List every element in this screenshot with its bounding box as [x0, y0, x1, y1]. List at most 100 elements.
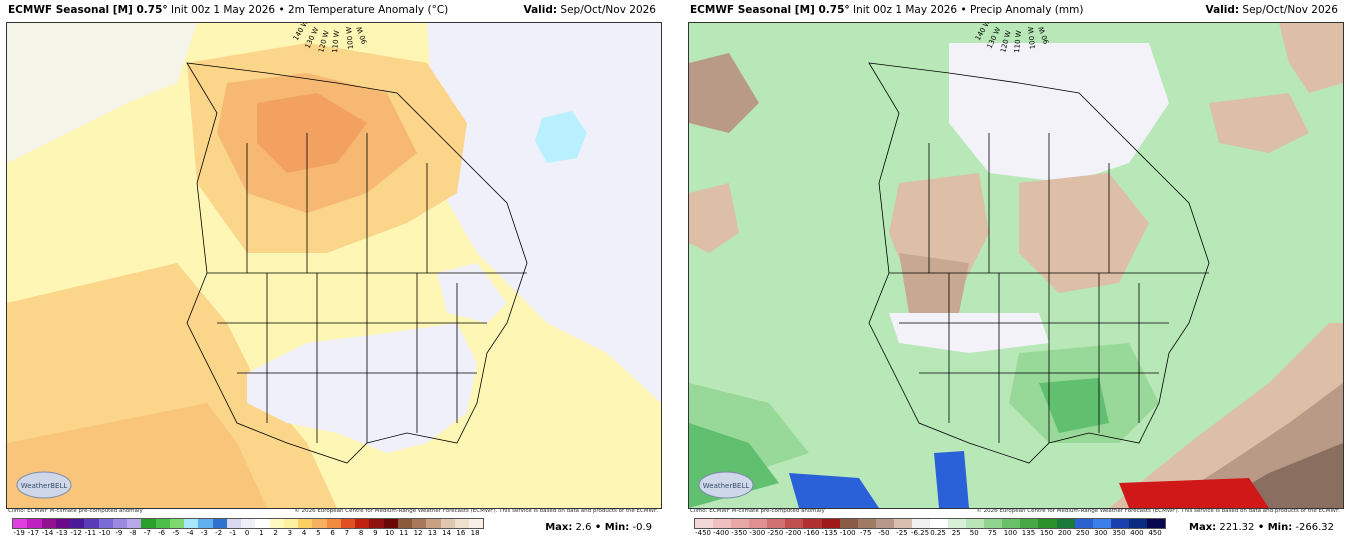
scale-tick-label: 16: [456, 529, 466, 537]
logo-text: WeatherBELL: [21, 482, 68, 490]
valid-period: Valid: Sep/Oct/Nov 2026: [523, 4, 656, 16]
scale-swatch: [169, 519, 184, 528]
scale-tick-label: 250: [1076, 529, 1090, 537]
scale-tick-label: -250: [767, 529, 784, 537]
map-footer: Climo: ECMWF M-climate pre-computed anom…: [688, 507, 1342, 517]
scale-swatch: [1038, 519, 1057, 528]
scale-swatch: [839, 519, 858, 528]
max-min-readout: Max: 2.6 • Min: -0.9: [545, 522, 652, 533]
scale-swatch: [412, 519, 427, 528]
scale-tick-label: 400: [1130, 529, 1144, 537]
scale-swatch: [1146, 519, 1166, 528]
scale-tick-label: 1: [259, 529, 264, 537]
scale-swatch: [241, 519, 256, 528]
scale-tick-label: 5: [316, 529, 321, 537]
scale-tick-label: -1: [229, 529, 237, 537]
scale-tick-label: 12: [413, 529, 423, 537]
map-footer: Climo: ECMWF M-climate pre-computed anom…: [6, 507, 660, 517]
scale-swatch: [383, 519, 398, 528]
scale-swatch: [255, 519, 270, 528]
scale-swatch: [283, 519, 298, 528]
temperature-color-scale: [12, 518, 484, 529]
scale-tick-label: -7: [143, 529, 151, 537]
panel-header: ECMWF Seasonal [M] 0.75° Init 00z 1 May …: [8, 4, 656, 24]
scale-tick-label: 2: [273, 529, 278, 537]
temperature-scale-ticks: -19 -17 -14 -13 -12 -11 -10 -9 -8 -7 -6 -5 -4 -3 -2 -1 0…: [12, 529, 482, 541]
scale-swatch: [355, 519, 370, 528]
scale-swatch: [966, 519, 985, 528]
scale-tick-label: -10: [98, 529, 111, 537]
scale-tick-label: -5: [172, 529, 180, 537]
scale-tick-label: 75: [987, 529, 997, 537]
scale-tick-label: -25: [896, 529, 908, 537]
scale-tick-label: -14: [41, 529, 54, 537]
scale-swatch: [875, 519, 894, 528]
scale-tick-label: -6.25: [910, 529, 930, 537]
max-min-readout: Max: 221.32 • Min: -266.32: [1189, 522, 1334, 533]
min-value: -266.32: [1292, 522, 1334, 533]
scale-tick-label: -11: [84, 529, 97, 537]
longitude-label: 110 W: [1013, 30, 1023, 53]
scale-tick-label: 4: [301, 529, 307, 537]
climo-note: Climo: ECMWF M-climate pre-computed anom…: [8, 508, 143, 514]
logo-text: WeatherBELL: [703, 482, 750, 490]
scale-swatch: [911, 519, 931, 528]
scale-tick-label: 3: [287, 529, 293, 537]
scale-swatch: [930, 519, 949, 528]
scale-tick-label: 350: [1112, 529, 1126, 537]
precip-anomaly-panel: ECMWF Seasonal [M] 0.75° Init 00z 1 May …: [682, 0, 1346, 548]
scale-swatch: [269, 519, 284, 528]
scale-swatch: [893, 519, 912, 528]
scale-tick-label: 13: [427, 529, 437, 537]
scale-tick-label: -3: [200, 529, 208, 537]
scale-swatch: [767, 519, 786, 528]
map-title: Init 00z 1 May 2026 • 2m Temperature Ano…: [167, 4, 449, 16]
precip-anomaly-map: 140 W 130 W 120 W 110 W 100 W 90 W Weath…: [688, 22, 1344, 509]
scale-swatch: [27, 519, 42, 528]
scale-swatch: [13, 519, 28, 528]
scale-tick-label: 14: [442, 529, 452, 537]
longitude-label: 110 W: [331, 30, 341, 53]
scale-tick-label: 135: [1021, 529, 1036, 537]
scale-tick-label: -300: [749, 529, 766, 537]
scale-swatch: [184, 519, 199, 528]
scale-swatch: [298, 519, 313, 528]
scale-tick-label: -2: [215, 529, 223, 537]
scale-tick-label: 0.25: [930, 529, 946, 537]
scale-swatch: [1020, 519, 1039, 528]
scale-swatch: [55, 519, 70, 528]
max-value: 221.32: [1216, 522, 1255, 533]
weatherbell-logo: WeatherBELL: [697, 470, 755, 500]
scale-swatch: [155, 519, 170, 528]
scale-tick-label: -200: [785, 529, 802, 537]
scale-swatch: [1110, 519, 1129, 528]
longitude-label: 100 W: [1027, 26, 1037, 49]
scale-swatch: [1056, 519, 1075, 528]
scale-tick-label: -8: [129, 529, 137, 537]
scale-swatch: [226, 519, 241, 528]
scale-tick-label: -19: [13, 529, 25, 537]
model-name: ECMWF Seasonal [M] 0.75°: [690, 4, 850, 16]
scale-tick-label: 7: [344, 529, 350, 537]
scale-tick-label: 200: [1057, 529, 1072, 537]
scale-tick-label: -9: [115, 529, 123, 537]
min-value: -0.9: [629, 522, 652, 533]
scale-swatch: [731, 519, 750, 528]
scale-swatch: [212, 519, 227, 528]
scale-swatch: [426, 519, 441, 528]
scale-tick-label: 450: [1148, 529, 1162, 537]
scale-tick-label: 25: [951, 529, 961, 537]
scale-tick-label: -13: [56, 529, 68, 537]
longitude-label: 100 W: [345, 26, 355, 49]
panel-header: ECMWF Seasonal [M] 0.75° Init 00z 1 May …: [690, 4, 1338, 24]
scale-swatch: [198, 519, 213, 528]
temperature-anomaly-map: 140 W 130 W 120 W 110 W 100 W 90 W Weath…: [6, 22, 662, 509]
scale-swatch: [84, 519, 99, 528]
scale-swatch: [41, 519, 56, 528]
scale-tick-label: -350: [731, 529, 748, 537]
scale-swatch: [340, 519, 355, 528]
scale-tick-label: -160: [803, 529, 820, 537]
scale-tick-label: 300: [1094, 529, 1108, 537]
scale-tick-label: -75: [860, 529, 872, 537]
valid-period: Valid: Sep/Oct/Nov 2026: [1205, 4, 1338, 16]
